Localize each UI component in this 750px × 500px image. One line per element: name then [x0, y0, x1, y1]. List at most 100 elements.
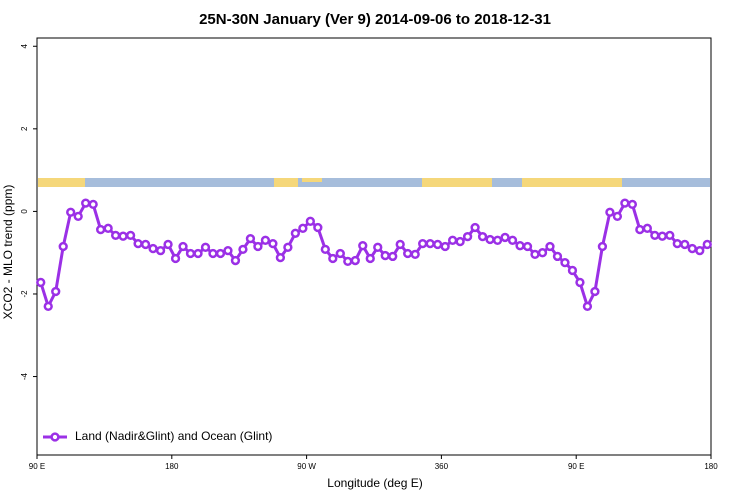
- data-point: [672, 238, 682, 249]
- y-tick-label: 4: [20, 43, 29, 48]
- x-tick-label: 90 E: [568, 462, 584, 471]
- data-point: [575, 277, 585, 288]
- data-point: [477, 231, 488, 242]
- data-point: [403, 248, 413, 259]
- data-line: [39, 201, 709, 311]
- data-point: [485, 234, 495, 245]
- data-point: [58, 241, 68, 252]
- legend-marker: [50, 432, 60, 442]
- data-point: [283, 242, 293, 252]
- data-point: [215, 248, 226, 259]
- data-point: [657, 231, 667, 241]
- data-point: [552, 251, 563, 262]
- data-point: [178, 241, 188, 252]
- data-point: [140, 239, 151, 250]
- ocean-band: [38, 178, 710, 187]
- x-tick-label: 180: [704, 462, 718, 471]
- data-point: [118, 231, 128, 241]
- data-point: [200, 242, 211, 252]
- data-point: [88, 199, 98, 210]
- data-point: [51, 286, 61, 297]
- x-tick-label: 360: [435, 462, 449, 471]
- land-band: [302, 178, 322, 182]
- data-point: [522, 241, 533, 252]
- data-point: [260, 235, 271, 245]
- data-point: [680, 239, 690, 250]
- data-point: [567, 265, 578, 276]
- y-axis-label: XCO2 - MLO trend (ppm): [1, 185, 15, 320]
- data-point: [81, 198, 91, 208]
- land-band: [274, 178, 298, 187]
- y-tick-label: -2: [20, 290, 29, 298]
- data-point: [650, 230, 660, 241]
- data-point: [380, 250, 390, 261]
- data-point: [537, 248, 548, 258]
- data-point: [223, 245, 233, 256]
- y-tick-label: 0: [20, 209, 29, 214]
- data-point: [545, 241, 555, 252]
- data-point: [350, 255, 360, 266]
- x-tick-label: 90 W: [297, 462, 316, 471]
- data-point: [290, 228, 301, 238]
- data-point: [507, 235, 518, 245]
- data-point: [447, 235, 458, 245]
- data-point: [433, 239, 443, 250]
- chart-title: 25N-30N January (Ver 9) 2014-09-06 to 20…: [199, 11, 551, 28]
- data-point: [492, 235, 503, 245]
- data-point: [313, 222, 323, 233]
- data-point: [343, 256, 353, 267]
- x-tick-label: 90 E: [29, 462, 45, 471]
- data-point: [320, 244, 330, 255]
- data-point: [73, 211, 83, 222]
- data-point: [170, 253, 181, 264]
- data-point: [388, 251, 398, 262]
- data-point: [530, 249, 540, 259]
- land-band: [422, 178, 492, 187]
- data-point: [665, 230, 675, 241]
- data-point: [335, 248, 345, 259]
- data-point: [410, 249, 420, 259]
- data-point: [702, 239, 712, 250]
- data-point: [208, 248, 218, 259]
- data-point: [125, 230, 136, 241]
- data-point: [597, 241, 608, 252]
- data-point: [582, 301, 593, 312]
- data-point: [36, 277, 46, 288]
- y-tick-label: -4: [20, 372, 29, 380]
- data-point: [238, 244, 248, 255]
- land-band: [522, 178, 622, 187]
- x-tick-label: 180: [165, 462, 179, 471]
- data-point: [66, 207, 76, 217]
- data-point: [358, 241, 368, 251]
- land-band: [38, 178, 85, 187]
- data-point: [560, 257, 570, 268]
- data-point: [96, 224, 106, 235]
- data-point: [298, 223, 308, 233]
- data-point: [275, 252, 286, 263]
- data-point: [635, 224, 645, 235]
- data-point: [268, 238, 278, 249]
- data-point: [193, 248, 203, 259]
- data-point: [418, 238, 428, 249]
- data-point: [245, 234, 256, 244]
- data-point: [425, 238, 435, 249]
- land-ocean-strip: [38, 178, 710, 187]
- data-point: [605, 207, 615, 217]
- data-point: [440, 241, 450, 252]
- data-point: [695, 245, 705, 256]
- data-point: [185, 248, 196, 259]
- x-axis-label: Longitude (deg E): [327, 476, 422, 490]
- data-point: [43, 301, 53, 312]
- data-point: [500, 232, 510, 243]
- y-tick-label: 2: [20, 126, 29, 131]
- data-point: [163, 239, 173, 250]
- data-point: [455, 236, 465, 247]
- data-point: [620, 198, 630, 208]
- data-point: [687, 243, 697, 254]
- data-point: [328, 253, 338, 264]
- data-point: [103, 223, 113, 233]
- data-point: [470, 222, 480, 233]
- data-point: [612, 211, 623, 222]
- data-point: [515, 241, 525, 251]
